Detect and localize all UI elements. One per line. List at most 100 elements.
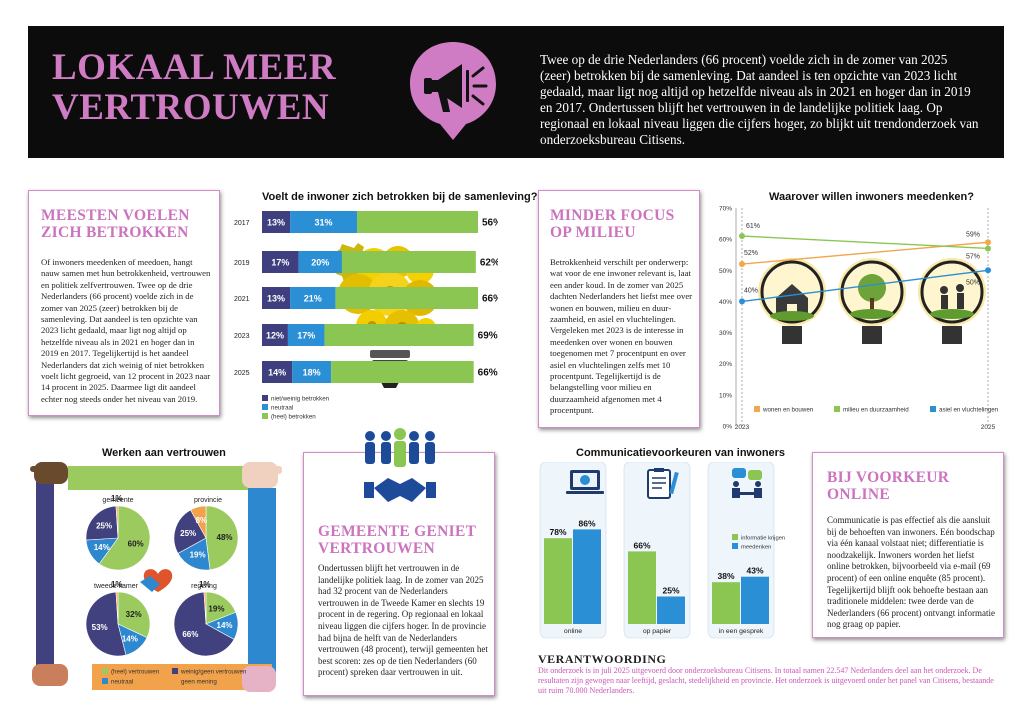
legend-betrokken: (heel) betrokken (271, 414, 316, 421)
legend-wonen: wonen en bouwen (762, 407, 814, 414)
card-betrokken: MEESTEN VOELEN ZICH BETROKKEN Of inwoner… (28, 190, 220, 416)
pie-3-label-1: 14% (217, 621, 233, 630)
pie-0-label-2: 25% (96, 522, 112, 531)
pie-0-slice-2 (85, 505, 119, 541)
comm-legend-label-0: informatie krijgen (741, 536, 785, 542)
year-label-2023: 2023 (234, 333, 250, 340)
point-2-0 (739, 298, 745, 305)
chart-meedenken-legend: wonen en bouwen milieu en duurzaamheid a… (754, 406, 999, 414)
line-1 (741, 235, 989, 250)
bar-2023-s0 (262, 324, 288, 346)
card-online-title: BIJ VOORKEUR ONLINE (827, 469, 950, 503)
bar-label-2017-s1: 31% (315, 218, 333, 228)
line-2 (741, 269, 989, 303)
bar-2019-s1 (298, 251, 342, 273)
pie-1-slice-0 (205, 505, 239, 571)
point-label-1-1: 57% (966, 253, 980, 260)
bar-label-2019-s0: 17% (271, 258, 289, 268)
card-milieu: MINDER FOCUS OP MILIEU Betrokkenheid ver… (538, 190, 700, 428)
bar-label-2017-total: 56% (482, 218, 498, 229)
legend-milieu: milieu en duurzaamheid (843, 407, 909, 414)
pie-name-1: provincie (194, 497, 222, 504)
bar-label-2019-total: 62% (480, 258, 498, 269)
chart-communicatie-title: Communicatievoorkeuren van inwoners (576, 447, 786, 459)
comm-bar-0-1 (573, 529, 601, 624)
card-betrokken-title: MEESTEN VOELEN ZICH BETROKKEN (41, 207, 190, 241)
comm-bar-0-0 (544, 538, 572, 624)
card-online-text: Communicatie is pas effectief als die aa… (827, 515, 995, 630)
bar-2021-s2 (335, 287, 478, 309)
chart-vertrouwen-title: Werken aan vertrouwen (102, 447, 226, 459)
year-label-2017: 2017 (234, 220, 250, 227)
point-label-0-0: 52% (744, 250, 758, 257)
bar-label-2023-s0: 12% (266, 331, 284, 341)
pie-2-label-3: 1% (111, 580, 123, 589)
bar-2025-s1 (292, 361, 332, 383)
bar-label-2021-s1: 21% (304, 294, 322, 304)
pie-name-2: tweede kamer (94, 583, 139, 590)
y-tick-0: 0% (723, 424, 733, 431)
pie-2-slice-0 (117, 591, 151, 639)
page-title-line-2: VERTROUWEN (52, 87, 330, 128)
pie-2-slice-3 (115, 591, 119, 625)
point-label-0-1: 59% (966, 231, 980, 238)
pie-3-slice-3 (203, 591, 207, 625)
megaphone-bubble-icon (408, 40, 498, 142)
bar-2019-s0 (262, 251, 299, 273)
comm-bar-label-0-0: 78% (549, 527, 566, 537)
y-tick-7: 70% (719, 206, 732, 213)
y-tick-1: 10% (719, 392, 732, 399)
pie-3-label-3: 1% (199, 580, 211, 589)
y-tick-4: 40% (719, 299, 732, 306)
legend-weinig-vertrouwen: weinig/geen vertrouwen (180, 669, 247, 676)
pie-1-slice-2 (173, 509, 207, 554)
pie-1-label-0: 48% (217, 533, 233, 542)
bar-2017-s2 (357, 211, 478, 233)
chart-betrokken-svg: 2017 13% 31% 56% 2019 17% 20% 62% 2021 13% 21% 66% 2… (234, 211, 502, 421)
x-tick-2025: 2025 (981, 424, 996, 431)
comm-legend-label-1: meedenken (741, 545, 771, 551)
page-title: LOKAAL MEER VERTROUWEN (52, 48, 372, 128)
conversation-icon (732, 468, 762, 498)
comm-bar-2-0 (712, 582, 740, 624)
point-label-2-0: 40% (744, 287, 758, 294)
card-gemeente: GEMEENTE GENIET VERTROUWEN Ondertussen b… (303, 452, 495, 696)
y-tick-2: 20% (719, 361, 732, 368)
card-betrokken-text: Of inwoners meedenken of meedoen, hangt … (41, 257, 211, 404)
bar-label-2021-total: 66% (482, 294, 498, 305)
point-0-0 (739, 261, 745, 268)
header-banner (28, 26, 1004, 158)
point-2-1 (985, 267, 991, 274)
pie-1-label-1: 19% (190, 551, 206, 560)
comm-bar-label-1-0: 66% (633, 540, 650, 550)
bar-label-2023-total: 69% (478, 331, 498, 342)
comm-category-1: op papier (643, 628, 672, 635)
bar-2021-s0 (262, 287, 291, 309)
legend-heel-vertrouwen: (heel) vertrouwen (111, 669, 160, 676)
bar-2023-s2 (324, 324, 474, 346)
handshake-icon (364, 478, 436, 502)
pie-1-slice-1 (177, 537, 211, 571)
point-1-1 (985, 245, 991, 252)
bar-2017-s0 (262, 211, 291, 233)
legend-neutraal-2: neutraal (111, 679, 133, 686)
comm-bar-1-0 (628, 551, 656, 624)
comm-legend-swatch-0 (732, 534, 738, 540)
chart-communicatie-svg: online 78% 86% op papier 66% 25% in een gespre… (539, 461, 785, 639)
comm-category-0: online (564, 628, 582, 635)
bulbs-illustration (758, 258, 986, 344)
point-label-2-1: 50% (966, 279, 980, 286)
chart-betrokken: 2017 13% 31% 56% 2019 17% 20% 62% 2021 13% 21% 66% 2… (232, 203, 502, 421)
card-milieu-text: Betrokkenheid verschilt per onderwerp: w… (550, 257, 693, 416)
year-label-2021: 2021 (234, 296, 250, 303)
year-label-2025: 2025 (234, 370, 250, 377)
bar-2021-s1 (290, 287, 336, 309)
legend-geen-mening: geen mening (181, 679, 217, 686)
pie-3-label-2: 66% (182, 630, 198, 639)
y-tick-6: 60% (719, 237, 732, 244)
hands-frame-illustration (30, 462, 282, 692)
pie-3-slice-2 (173, 591, 235, 657)
comm-legend: informatie krijgen meedenken (732, 534, 785, 551)
